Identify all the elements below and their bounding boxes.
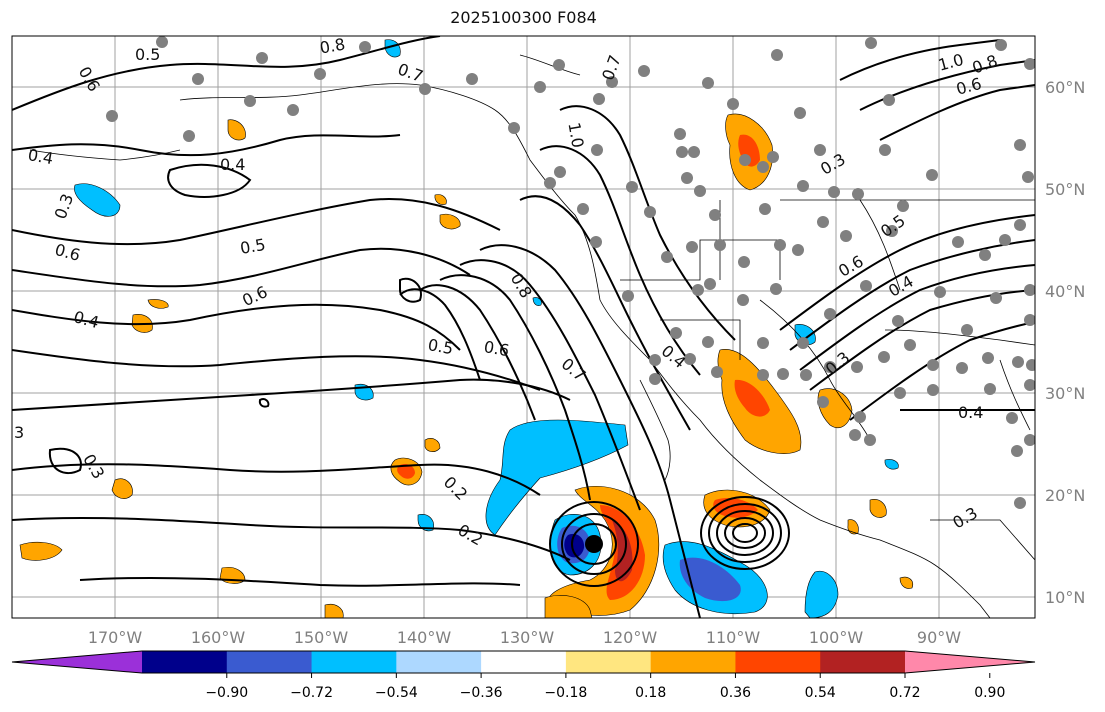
lat-label: 20°N xyxy=(1045,486,1085,505)
colorbar-tick-label: 0.36 xyxy=(720,685,751,701)
lon-label: 150°W xyxy=(294,628,349,647)
colorbar-segment xyxy=(650,651,736,673)
latitude-labels: 60°N 50°N 40°N 30°N 20°N 10°N xyxy=(1045,78,1085,607)
colorbar-tick-label: −0.54 xyxy=(375,685,418,701)
colorbar-segment xyxy=(820,651,906,673)
colorbar-tick-label: 0.90 xyxy=(974,685,1005,701)
lon-label: 170°W xyxy=(88,628,143,647)
lon-label: 160°W xyxy=(191,628,246,647)
colorbar-segment xyxy=(481,651,567,673)
lon-label: 100°W xyxy=(809,628,864,647)
lat-label: 10°N xyxy=(1045,588,1085,607)
colorbar-extend-high xyxy=(905,651,1035,673)
colorbar-tick-label: −0.18 xyxy=(544,685,587,701)
colorbar-tick-label: 0.18 xyxy=(635,685,666,701)
lon-label: 90°W xyxy=(917,628,961,647)
colorbar xyxy=(11,650,1036,674)
lon-label: 110°W xyxy=(706,628,761,647)
contour-label: 0.4 xyxy=(220,155,245,174)
colorbar-tick-label: −0.36 xyxy=(460,685,503,701)
colorbar-segment xyxy=(226,651,313,673)
colorbar-tick-label: 0.72 xyxy=(889,685,920,701)
contour-label: 0.5 xyxy=(135,45,160,64)
colorbar-segment xyxy=(565,651,652,673)
colorbar-ticks: −0.90 −0.72 −0.54 −0.36 −0.18 0.18 0.36 0.54 0.7… xyxy=(205,673,1005,701)
contour-label: 1.0 xyxy=(564,121,587,149)
contour-label: 3 xyxy=(14,423,24,442)
longitude-labels: 170°W 160°W 150°W 140°W 130°W 120°W 110°… xyxy=(88,628,961,647)
lat-label: 30°N xyxy=(1045,384,1085,403)
lon-label: 130°W xyxy=(500,628,555,647)
colorbar-segment xyxy=(142,651,228,673)
lon-label: 140°W xyxy=(397,628,452,647)
lon-label: 120°W xyxy=(603,628,658,647)
contour-label: 0.5 xyxy=(426,335,454,358)
colorbar-segment xyxy=(311,651,397,673)
lat-label: 50°N xyxy=(1045,180,1085,199)
colorbar-extend-low xyxy=(12,651,142,673)
contour-label: 0.8 xyxy=(318,34,346,57)
lat-label: 40°N xyxy=(1045,282,1085,301)
map-title: 2025100300 F084 xyxy=(450,8,597,27)
contour-lines xyxy=(12,36,1035,618)
contour-label: 0.5 xyxy=(239,235,267,258)
contour-label: 0.6 xyxy=(482,337,510,360)
colorbar-segment xyxy=(735,651,821,673)
station-points xyxy=(106,36,1035,509)
colorbar-tick-label: −0.72 xyxy=(290,685,333,701)
colorbar-outline xyxy=(11,650,1036,674)
map-frame xyxy=(11,35,1036,619)
lat-label: 60°N xyxy=(1045,78,1085,97)
contour-label: 0.4 xyxy=(958,403,983,422)
colorbar-tick-label: −0.90 xyxy=(205,685,248,701)
contour-label: 0.4 xyxy=(26,145,54,168)
map-background xyxy=(12,36,1035,618)
colorbar-tick-label: 0.54 xyxy=(805,685,836,701)
colorbar-segment xyxy=(396,651,482,673)
